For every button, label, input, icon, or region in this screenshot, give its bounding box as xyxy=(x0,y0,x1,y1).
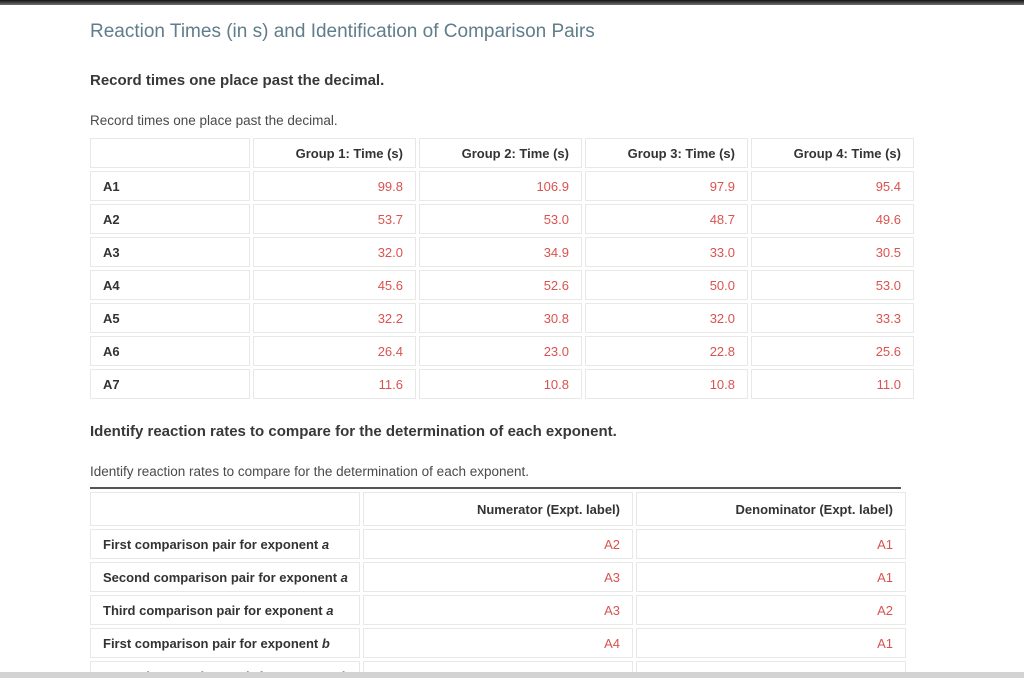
table-row-a1: A1 99.8 106.9 97.9 95.4 xyxy=(90,171,914,201)
denominator-value: A1 xyxy=(636,529,906,559)
time-value: 50.0 xyxy=(585,270,748,300)
numerator-value: A3 xyxy=(363,595,633,625)
time-value: 30.8 xyxy=(419,303,582,333)
pair-label: Third comparison pair for exponent a xyxy=(90,595,360,625)
column-header-group4: Group 4: Time (s) xyxy=(751,138,914,168)
time-value: 97.9 xyxy=(585,171,748,201)
table-row-a6: A6 26.4 23.0 22.8 25.6 xyxy=(90,336,914,366)
column-header-denominator: Denominator (Expt. label) xyxy=(636,492,906,526)
reaction-times-header-row: Group 1: Time (s) Group 2: Time (s) Grou… xyxy=(90,138,914,168)
column-header-group2: Group 2: Time (s) xyxy=(419,138,582,168)
table-row-a5: A5 32.2 30.8 32.0 33.3 xyxy=(90,303,914,333)
time-value: 11.6 xyxy=(253,369,416,399)
column-header-group1: Group 1: Time (s) xyxy=(253,138,416,168)
section2-subheading: Identify reaction rates to compare for t… xyxy=(90,464,530,479)
numerator-value: A2 xyxy=(363,529,633,559)
exponent-letter: b xyxy=(321,635,330,651)
section2-heading: Identify reaction rates to compare for t… xyxy=(90,423,617,440)
bottom-edge-strip xyxy=(0,672,1024,678)
pair-row-3: Third comparison pair for exponent a A3 … xyxy=(90,595,906,625)
time-value: 48.7 xyxy=(585,204,748,234)
time-value: 33.0 xyxy=(585,237,748,267)
time-value: 32.2 xyxy=(253,303,416,333)
time-value: 52.6 xyxy=(419,270,582,300)
row-label: A7 xyxy=(90,369,250,399)
time-value: 23.0 xyxy=(419,336,582,366)
pair-row-4: First comparison pair for exponent b A4 … xyxy=(90,628,906,658)
time-value: 45.6 xyxy=(253,270,416,300)
row-label: A3 xyxy=(90,237,250,267)
table-row-a3: A3 32.0 34.9 33.0 30.5 xyxy=(90,237,914,267)
time-value: 26.4 xyxy=(253,336,416,366)
pair-label: First comparison pair for exponent b xyxy=(90,628,360,658)
row-label: A1 xyxy=(90,171,250,201)
pair-label: First comparison pair for exponent a xyxy=(90,529,360,559)
exponent-letter: a xyxy=(321,536,330,552)
time-value: 99.8 xyxy=(253,171,416,201)
denominator-value: A2 xyxy=(636,595,906,625)
time-value: 33.3 xyxy=(751,303,914,333)
table-row-a2: A2 53.7 53.0 48.7 49.6 xyxy=(90,204,914,234)
row-label: A2 xyxy=(90,204,250,234)
time-value: 106.9 xyxy=(419,171,582,201)
column-header-numerator: Numerator (Expt. label) xyxy=(363,492,633,526)
time-value: 53.0 xyxy=(751,270,914,300)
page-title: Reaction Times (in s) and Identification… xyxy=(90,21,595,42)
section1-subheading: Record times one place past the decimal. xyxy=(90,113,338,128)
time-value: 53.7 xyxy=(253,204,416,234)
pair-row-1: First comparison pair for exponent a A2 … xyxy=(90,529,906,559)
exponent-letter: a xyxy=(326,602,334,618)
time-value: 22.8 xyxy=(585,336,748,366)
comparison-pairs-table-border: Numerator (Expt. label) Denominator (Exp… xyxy=(90,487,906,678)
time-value: 95.4 xyxy=(751,171,914,201)
time-value: 53.0 xyxy=(419,204,582,234)
time-value: 32.0 xyxy=(585,303,748,333)
corner-cell xyxy=(90,138,250,168)
row-label: A4 xyxy=(90,270,250,300)
row-label: A6 xyxy=(90,336,250,366)
column-header-group3: Group 3: Time (s) xyxy=(585,138,748,168)
time-value: 49.6 xyxy=(751,204,914,234)
time-value: 10.8 xyxy=(585,369,748,399)
row-label: A5 xyxy=(90,303,250,333)
time-value: 32.0 xyxy=(253,237,416,267)
pair-label: Second comparison pair for exponent a xyxy=(90,562,360,592)
comparison-pairs-table: Numerator (Expt. label) Denominator (Exp… xyxy=(87,489,909,678)
report-content: Reaction Times (in s) and Identification… xyxy=(0,5,1000,678)
time-value: 11.0 xyxy=(751,369,914,399)
section1-heading: Record times one place past the decimal. xyxy=(90,72,385,89)
time-value: 25.6 xyxy=(751,336,914,366)
top-bar xyxy=(0,0,1024,5)
table-row-a4: A4 45.6 52.6 50.0 53.0 xyxy=(90,270,914,300)
numerator-value: A4 xyxy=(363,628,633,658)
table-row-a7: A7 11.6 10.8 10.8 11.0 xyxy=(90,369,914,399)
time-value: 34.9 xyxy=(419,237,582,267)
exponent-letter: a xyxy=(340,569,348,585)
denominator-value: A1 xyxy=(636,628,906,658)
numerator-value: A3 xyxy=(363,562,633,592)
denominator-value: A1 xyxy=(636,562,906,592)
reaction-times-table: Group 1: Time (s) Group 2: Time (s) Grou… xyxy=(87,135,917,402)
time-value: 10.8 xyxy=(419,369,582,399)
time-value: 30.5 xyxy=(751,237,914,267)
corner-cell xyxy=(90,492,360,526)
pair-row-2: Second comparison pair for exponent a A3… xyxy=(90,562,906,592)
comparison-pairs-header-row: Numerator (Expt. label) Denominator (Exp… xyxy=(90,492,906,526)
